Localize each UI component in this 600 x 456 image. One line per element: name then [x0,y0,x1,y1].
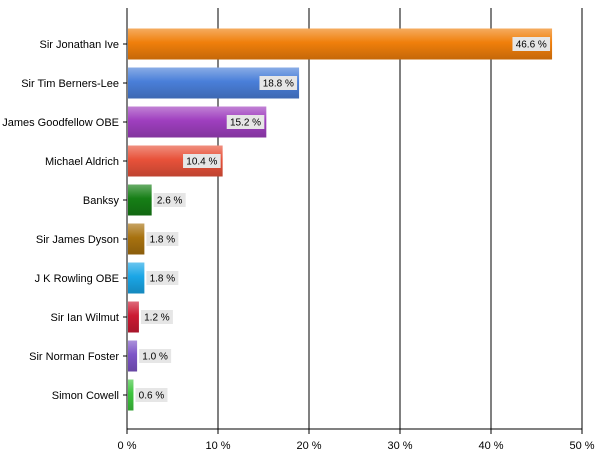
data-label-bg [512,37,551,51]
category-label: Sir James Dyson [36,234,119,246]
data-label: 1.8 % [150,274,176,285]
bar-4 [128,184,152,216]
category-label: J K Rowling OBE [35,273,119,285]
data-label-bg [135,388,168,402]
data-label-bg [140,310,173,324]
bar-5 [128,223,145,255]
data-label-bg [146,232,179,246]
x-tick-label: 20 % [296,440,321,452]
x-tick-label: 40 % [478,440,503,452]
category-label: James Goodfellow OBE [2,117,119,129]
data-label: 1.0 % [142,352,168,363]
data-label: 2.6 % [157,196,183,207]
bar-8 [128,340,138,372]
bar-0 [128,28,553,60]
category-label: Michael Aldrich [45,156,119,168]
category-label: Sir Tim Berners-Lee [21,78,119,90]
x-tick-label: 50 % [569,440,594,452]
data-label: 18.8 % [263,79,294,90]
data-label-bg [146,271,179,285]
data-label-bg [153,193,186,207]
bar-9 [128,379,134,411]
bar-7 [128,301,139,333]
x-tick-label: 0 % [118,440,137,452]
bar-6 [128,262,145,294]
category-label: Sir Ian Wilmut [51,312,119,324]
data-label: 15.2 % [230,118,261,129]
category-label: Sir Jonathan Ive [40,39,120,51]
data-label: 1.8 % [150,235,176,246]
category-label: Sir Norman Foster [29,351,119,363]
bars: 46.6 % 18.8 % 15.2 % 10.4 % 2.6 % 1.8 % 1.8 % 1… [128,28,553,411]
data-label-bg [183,154,221,168]
data-label-bg [226,115,265,129]
x-tick-label: 10 % [205,440,230,452]
x-tick-label: 30 % [387,440,412,452]
category-label: Simon Cowell [52,390,119,402]
data-label: 46.6 % [516,40,547,51]
category-label: Banksy [83,195,120,207]
data-label: 1.2 % [144,313,170,324]
data-label: 10.4 % [186,157,217,168]
data-label-bg [139,349,172,363]
axes: 0 % 10 % 20 % 30 % 40 % 50 % Sir Jonathan Ive S… [2,39,595,452]
data-label: 0.6 % [139,391,165,402]
data-label-bg [259,76,298,90]
